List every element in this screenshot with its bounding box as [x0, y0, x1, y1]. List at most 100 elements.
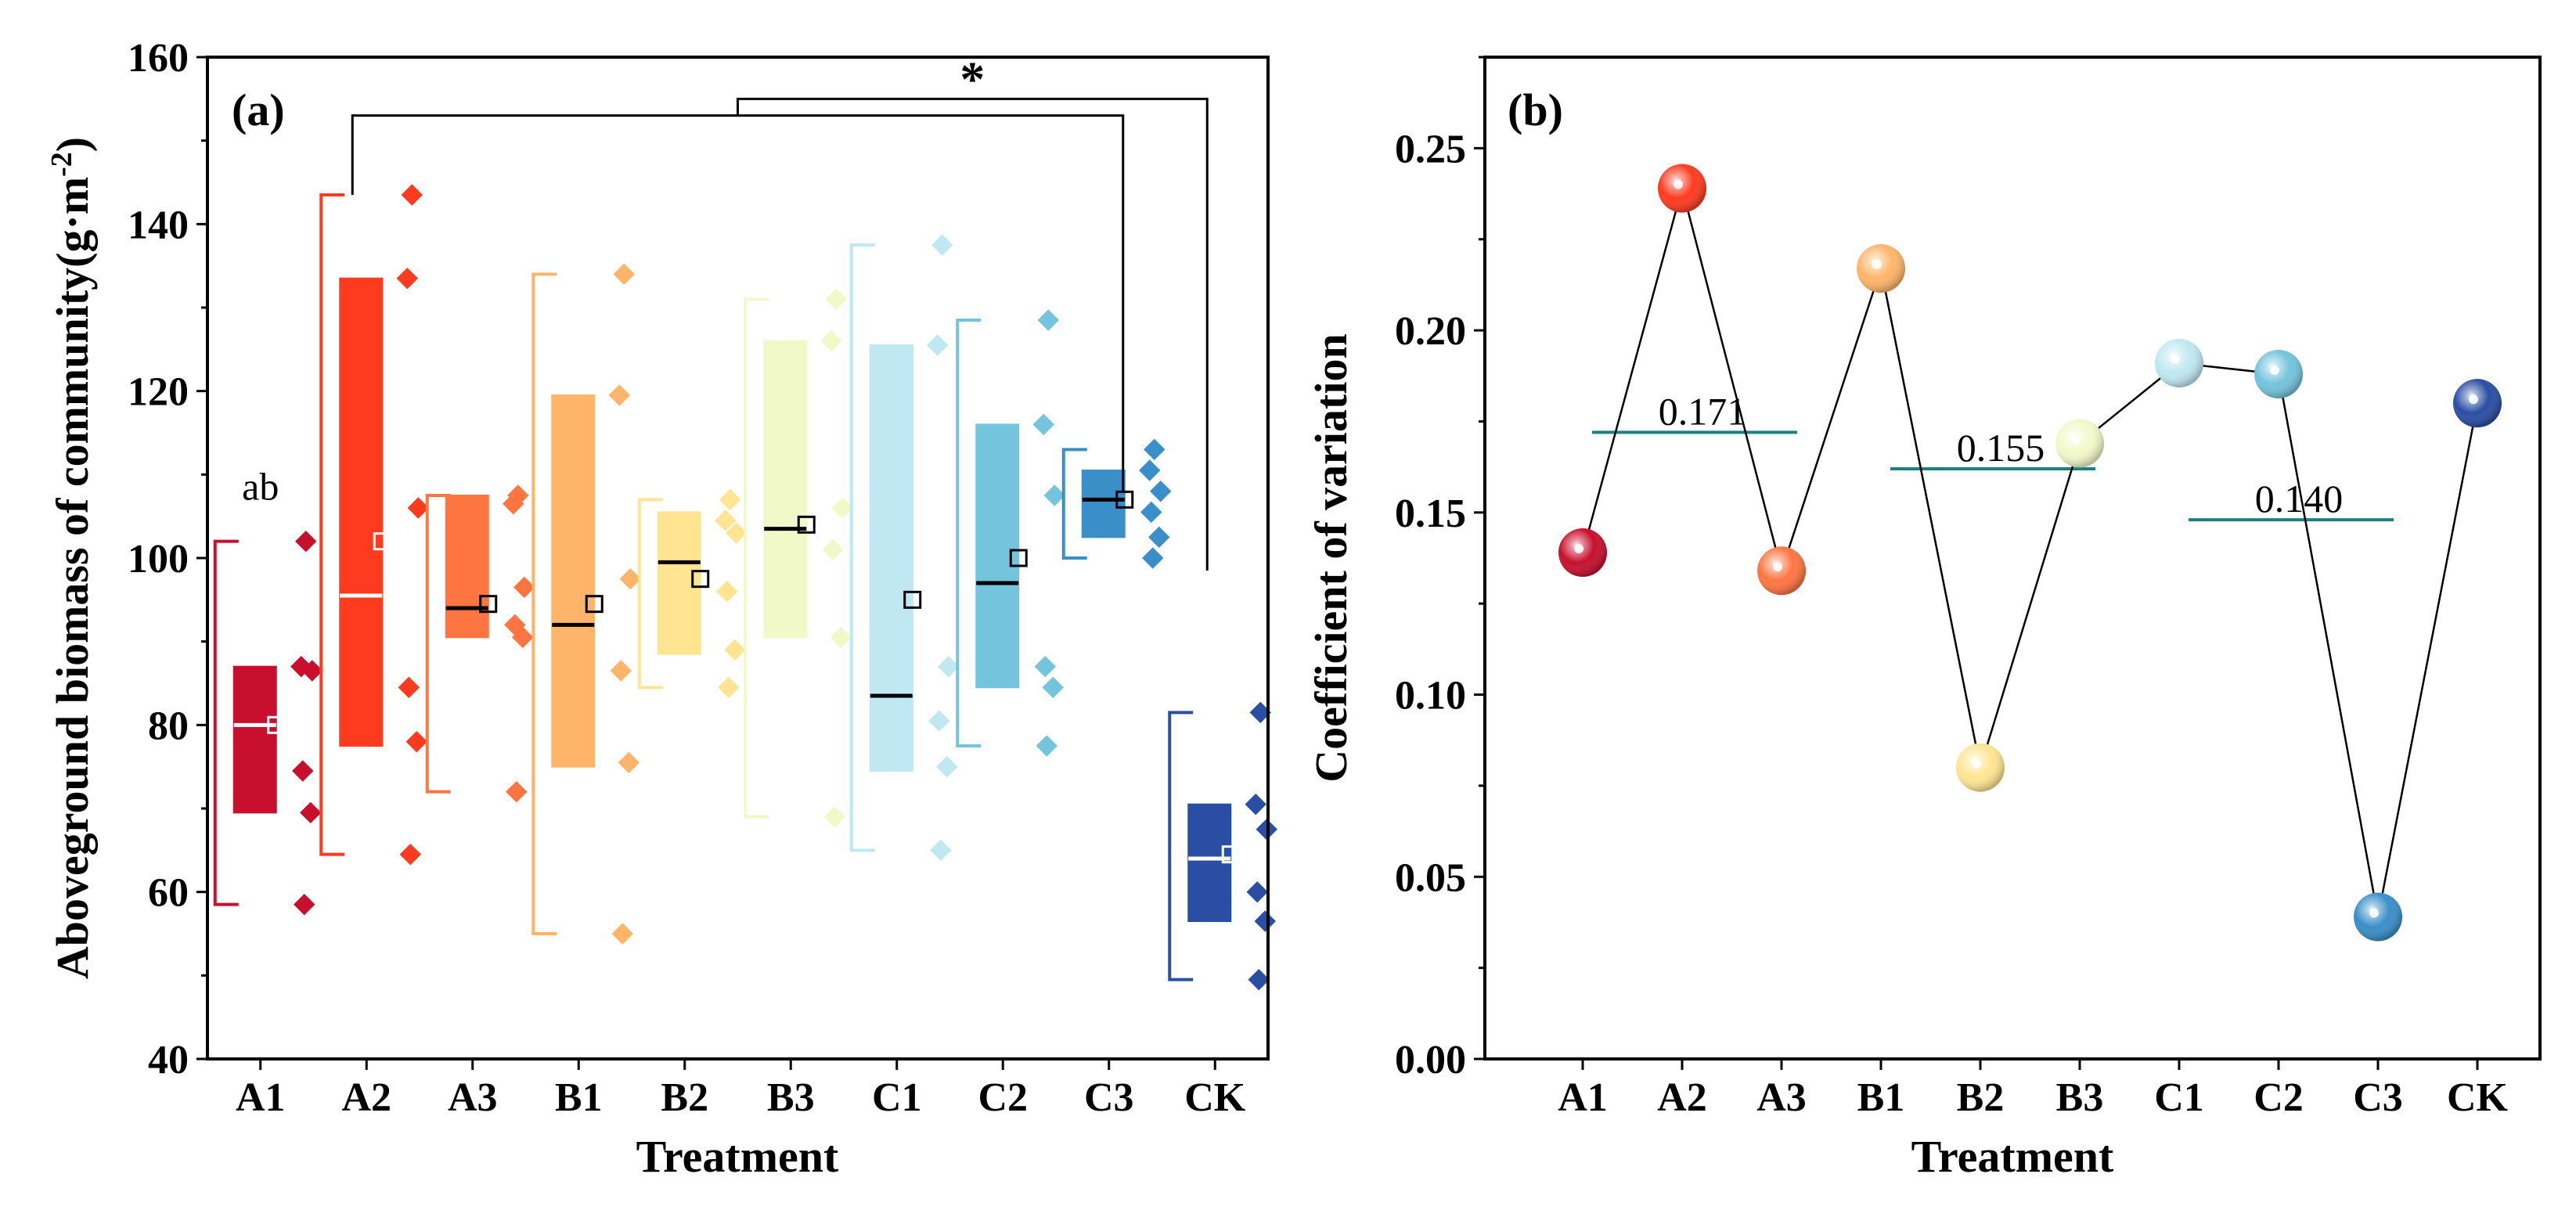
b-y-tick-label-1: 0.05	[1395, 855, 1466, 900]
panel-b-series-line	[1581, 184, 2479, 917]
whisker-C1	[849, 243, 875, 852]
panel-a-letter-annotation: ab	[242, 464, 279, 508]
ball-highlight-B2	[1972, 758, 1981, 769]
point-B3-4	[830, 626, 852, 649]
point-CK-4	[1254, 910, 1276, 932]
ball-shine-A1	[1558, 528, 1607, 578]
ball-highlight-B1	[1872, 259, 1882, 269]
b-y-tick-label-3: 0.15	[1395, 492, 1466, 536]
panel-a-boxes	[213, 184, 1277, 991]
box-group-CK	[1168, 701, 1277, 991]
panel-b-label: (b)	[1508, 85, 1563, 135]
whisker-C2	[956, 319, 982, 747]
box-C2	[975, 423, 1020, 689]
b-x-tick-label-B3: B3	[2056, 1075, 2104, 1120]
point-A1-3	[292, 760, 314, 782]
point-A2-3	[398, 676, 420, 699]
point-B1	[1857, 243, 1905, 293]
point-C2-4	[1042, 676, 1064, 699]
point-C3-2	[1150, 480, 1172, 502]
box-C3	[1081, 470, 1126, 538]
point-B3-5	[823, 805, 845, 828]
point-CK-1	[1245, 793, 1266, 816]
whisker-A3	[425, 494, 451, 794]
point-B2-4	[724, 639, 746, 661]
panel-b-y-axis-label: Coefficient of variation	[1306, 333, 1356, 782]
group-mean-label-1: 0.155	[1957, 426, 2045, 470]
x-tick-label-A2: A2	[341, 1075, 391, 1120]
y-tick-label-6: 160	[128, 36, 189, 81]
mean-A3	[479, 595, 498, 614]
point-C1	[2155, 338, 2203, 387]
point-CK-3	[1246, 880, 1268, 903]
point-C1-0	[931, 234, 953, 256]
ball-highlight-B3	[2071, 434, 2081, 445]
whisker-B2	[637, 498, 663, 690]
panel-a-label: (a)	[232, 85, 285, 135]
b-y-tick-label-5: 0.25	[1395, 127, 1466, 171]
point-A1-4	[300, 801, 322, 824]
ball-highlight-A3	[1773, 562, 1782, 572]
significance-star: *	[960, 51, 985, 106]
ball-shine-A2	[1658, 164, 1706, 213]
point-A1	[1558, 528, 1607, 578]
point-C3-0	[1144, 438, 1166, 461]
box-group-C1	[849, 234, 960, 862]
point-B3-3	[822, 538, 844, 561]
point-B2-5	[718, 676, 740, 699]
panel-a-x-axis-label: Treatment	[636, 1131, 839, 1182]
b-x-tick-label-C2: C2	[2254, 1075, 2304, 1120]
panel-b-y-axis: 0.00 0.05 0.10 0.15 0.20 0.25	[1395, 56, 1485, 1082]
b-x-tick-label-C3: C3	[2353, 1075, 2403, 1120]
ball-shine-C1	[2155, 338, 2203, 387]
ball-shine-B1	[1857, 243, 1905, 293]
point-B1-4	[618, 751, 639, 774]
x-tick-label-B3: B3	[767, 1075, 815, 1120]
panel-a-y-axis: 40 60 80 100 120 140 160	[128, 36, 207, 1082]
b-x-tick-label-B1: B1	[1857, 1075, 1905, 1120]
point-A3-2	[513, 576, 535, 599]
b-y-tick-label-2: 0.10	[1395, 674, 1466, 718]
point-A3	[1757, 546, 1806, 596]
point-B1-2	[619, 567, 641, 590]
panel-b-x-axis: A1 A2 A3 B1 B2 B3 C1 C2 C3 CK	[1558, 1059, 2509, 1120]
point-B2-3	[716, 580, 738, 603]
box-group-A2	[319, 184, 429, 866]
panel-a-y-axis-label: Aboveground biomass of community(g·m-2)	[45, 137, 98, 979]
box-C1	[869, 344, 913, 772]
point-C3-5	[1142, 547, 1164, 569]
point-C1-1	[927, 334, 949, 356]
ball-shine-B2	[1956, 743, 2005, 792]
ball-highlight-C3	[2369, 908, 2379, 918]
point-B3	[2055, 419, 2104, 468]
b-x-tick-label-A2: A2	[1657, 1075, 1707, 1120]
ball-shine-A3	[1757, 546, 1806, 596]
ball-shine-C2	[2254, 349, 2303, 398]
point-B3-1	[820, 330, 842, 352]
point-A2-4	[405, 730, 427, 753]
point-A2-1	[396, 267, 418, 290]
box-B2	[657, 511, 701, 655]
panel-b-x-axis-label: Treatment	[1911, 1131, 2114, 1182]
box-group-B1	[531, 263, 641, 945]
point-C1-4	[936, 755, 958, 778]
point-A3-1	[503, 492, 524, 515]
point-A3-4	[512, 626, 534, 649]
b-y-tick-label-4: 0.20	[1395, 309, 1466, 354]
y-tick-label-2: 80	[148, 704, 189, 748]
point-C2-1	[1032, 413, 1054, 436]
mean-A2	[373, 532, 391, 551]
box-group-A1	[213, 530, 323, 916]
point-C2	[2254, 349, 2303, 398]
ball-highlight-C1	[2171, 354, 2180, 364]
point-C2-3	[1034, 655, 1056, 678]
x-tick-label-C1: C1	[872, 1075, 922, 1120]
y-tick-label-1: 60	[148, 871, 189, 916]
point-A2-0	[401, 184, 423, 206]
point-C3-1	[1139, 459, 1161, 481]
point-B2-0	[719, 488, 741, 511]
point-A1-5	[294, 893, 315, 916]
